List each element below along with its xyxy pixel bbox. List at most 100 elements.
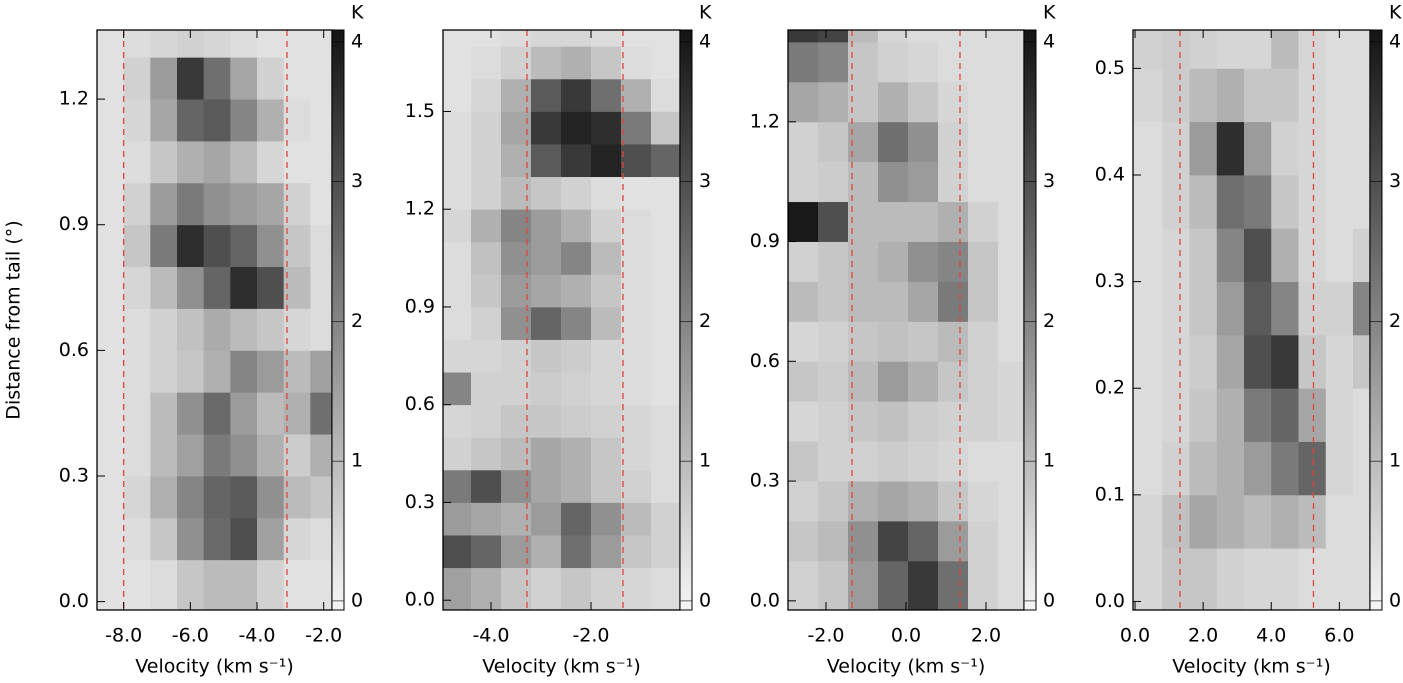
heatmap-cell xyxy=(998,241,1025,282)
heatmap-cell xyxy=(878,41,909,83)
heatmap-cell xyxy=(651,339,681,373)
heatmap-cell xyxy=(1325,68,1354,123)
heatmap-cell xyxy=(230,350,258,393)
heatmap-cell xyxy=(283,559,311,611)
heatmap-cell xyxy=(310,224,333,268)
heatmap-cell xyxy=(283,392,311,435)
heatmap-cell xyxy=(177,475,205,519)
heatmap-cell xyxy=(230,434,258,477)
heatmap-cell xyxy=(97,99,125,142)
heatmap-cell xyxy=(998,481,1025,522)
heatmap-cell xyxy=(177,57,205,100)
heatmap-cell xyxy=(591,339,622,373)
heatmap-cell xyxy=(998,401,1025,442)
heatmap-cell xyxy=(1325,548,1354,611)
heatmap-cell xyxy=(501,176,532,210)
heatmap-cell xyxy=(283,517,311,561)
heatmap-cell xyxy=(878,281,909,322)
heatmap-cell xyxy=(471,404,502,438)
heatmap-cell xyxy=(471,502,502,536)
heatmap-cell xyxy=(531,502,562,536)
heatmap-cell xyxy=(818,41,849,83)
heatmap-cell xyxy=(150,434,178,477)
heatmap-cell xyxy=(501,46,532,80)
heatmap-cell xyxy=(501,209,532,243)
heatmap-cell xyxy=(531,176,562,210)
heatmap-cell xyxy=(230,475,258,519)
heatmap-cell xyxy=(443,274,472,308)
heatmap-cell xyxy=(177,266,205,309)
heatmap-cell xyxy=(310,475,333,519)
heatmap-cell xyxy=(471,339,502,373)
heatmap-cell xyxy=(1325,228,1354,283)
heatmap-cell xyxy=(501,469,532,503)
heatmap-cell xyxy=(878,81,909,123)
heatmap-cell xyxy=(1298,441,1327,496)
colorbar-tick-label: 4 xyxy=(351,30,363,52)
heatmap-cell xyxy=(788,41,819,83)
colorbar-tick-label: 2 xyxy=(699,310,711,332)
colorbar-label: K xyxy=(1043,2,1056,24)
colorbar-tick-label: 1 xyxy=(699,450,711,472)
heatmap-cell xyxy=(591,306,622,340)
heatmap-cell xyxy=(1352,68,1371,123)
heatmap-cell xyxy=(257,30,285,58)
heatmap-cell xyxy=(501,339,532,373)
heatmap-cell xyxy=(310,140,333,184)
heatmap-cell xyxy=(1216,228,1245,283)
heatmap-cell xyxy=(908,41,939,83)
y-axis-label: Distance from tail (°) xyxy=(3,220,25,419)
heatmap-cell xyxy=(443,241,472,275)
heatmap-cell xyxy=(591,111,622,145)
heatmap-cell xyxy=(968,121,999,163)
heatmap-cell xyxy=(878,161,909,203)
heatmap-cell xyxy=(1352,334,1371,389)
heatmap-cell xyxy=(203,140,231,184)
heatmap-cell xyxy=(230,224,258,268)
y-tick-label: 0.0 xyxy=(405,589,435,611)
heatmap-cell xyxy=(1189,68,1218,123)
x-tick-label: 6.0 xyxy=(1324,625,1354,647)
heatmap-cell xyxy=(998,161,1025,203)
heatmap-cell xyxy=(203,224,231,268)
heatmap-cell xyxy=(561,111,592,145)
heatmap-cell xyxy=(123,182,151,226)
heatmap-cell xyxy=(203,30,231,58)
colorbar-tick-label: 2 xyxy=(1389,310,1401,332)
heatmap-cell xyxy=(1216,68,1245,123)
heatmap-cell xyxy=(818,121,849,163)
heatmap-cell xyxy=(788,560,819,611)
heatmap-cell xyxy=(651,274,681,308)
heatmap-cell xyxy=(177,99,205,142)
heatmap-cell xyxy=(531,241,562,275)
heatmap-cell xyxy=(97,266,125,309)
heatmap-cell xyxy=(501,437,532,471)
heatmap-cell xyxy=(531,30,562,47)
y-tick-label: 1.2 xyxy=(750,110,780,132)
heatmap-cell xyxy=(471,78,502,112)
heatmap-cell xyxy=(591,502,622,536)
heatmap-cell xyxy=(1325,121,1354,176)
heatmap-cell xyxy=(471,176,502,210)
heatmap-cell xyxy=(908,30,939,43)
heatmap-cell xyxy=(230,140,258,184)
heatmap-cell xyxy=(203,308,231,351)
heatmap-cell xyxy=(1216,494,1245,549)
y-tick-label: 1.2 xyxy=(405,198,435,220)
heatmap-cell xyxy=(1352,281,1371,336)
colorbar xyxy=(1023,29,1037,611)
heatmap-cell xyxy=(1244,548,1272,611)
y-tick-label: 0.5 xyxy=(1095,57,1125,79)
heatmap-cell xyxy=(788,30,819,43)
heatmap-cell xyxy=(818,321,849,362)
heatmap-cell xyxy=(968,560,999,611)
heatmap-cell xyxy=(501,144,532,178)
heatmap-cell xyxy=(998,520,1025,562)
heatmap-cell xyxy=(443,176,472,210)
heatmap-cell xyxy=(501,306,532,340)
heatmap-cell xyxy=(283,57,311,100)
heatmap-cell xyxy=(938,41,969,83)
heatmap-cell xyxy=(848,441,879,482)
heatmap-cell xyxy=(968,81,999,123)
heatmap-cell xyxy=(471,437,502,471)
